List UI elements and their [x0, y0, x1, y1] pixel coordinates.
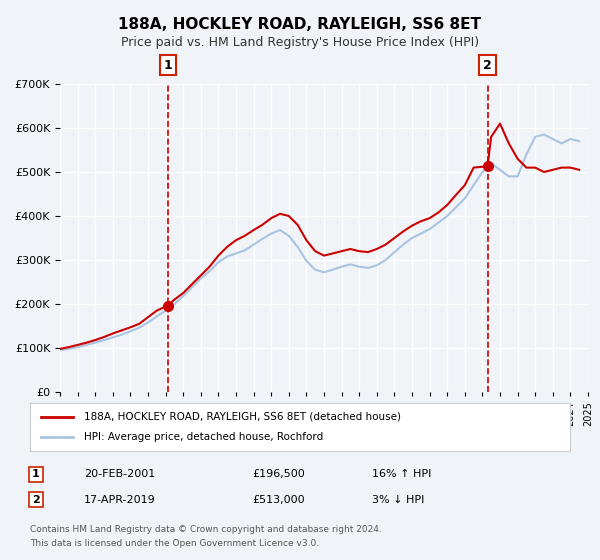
Text: 17-APR-2019: 17-APR-2019: [84, 494, 156, 505]
Text: Contains HM Land Registry data © Crown copyright and database right 2024.: Contains HM Land Registry data © Crown c…: [30, 525, 382, 534]
Text: 2: 2: [483, 59, 492, 72]
Text: This data is licensed under the Open Government Licence v3.0.: This data is licensed under the Open Gov…: [30, 539, 319, 548]
Text: Price paid vs. HM Land Registry's House Price Index (HPI): Price paid vs. HM Land Registry's House …: [121, 36, 479, 49]
Text: 188A, HOCKLEY ROAD, RAYLEIGH, SS6 8ET: 188A, HOCKLEY ROAD, RAYLEIGH, SS6 8ET: [119, 17, 482, 32]
Text: 3% ↓ HPI: 3% ↓ HPI: [372, 494, 424, 505]
Text: 1: 1: [32, 469, 40, 479]
Text: 20-FEB-2001: 20-FEB-2001: [84, 469, 155, 479]
Text: HPI: Average price, detached house, Rochford: HPI: Average price, detached house, Roch…: [84, 432, 323, 442]
Text: 188A, HOCKLEY ROAD, RAYLEIGH, SS6 8ET (detached house): 188A, HOCKLEY ROAD, RAYLEIGH, SS6 8ET (d…: [84, 412, 401, 422]
Text: £196,500: £196,500: [252, 469, 305, 479]
Text: £513,000: £513,000: [252, 494, 305, 505]
Text: 16% ↑ HPI: 16% ↑ HPI: [372, 469, 431, 479]
Text: 1: 1: [164, 59, 172, 72]
Text: 2: 2: [32, 494, 40, 505]
